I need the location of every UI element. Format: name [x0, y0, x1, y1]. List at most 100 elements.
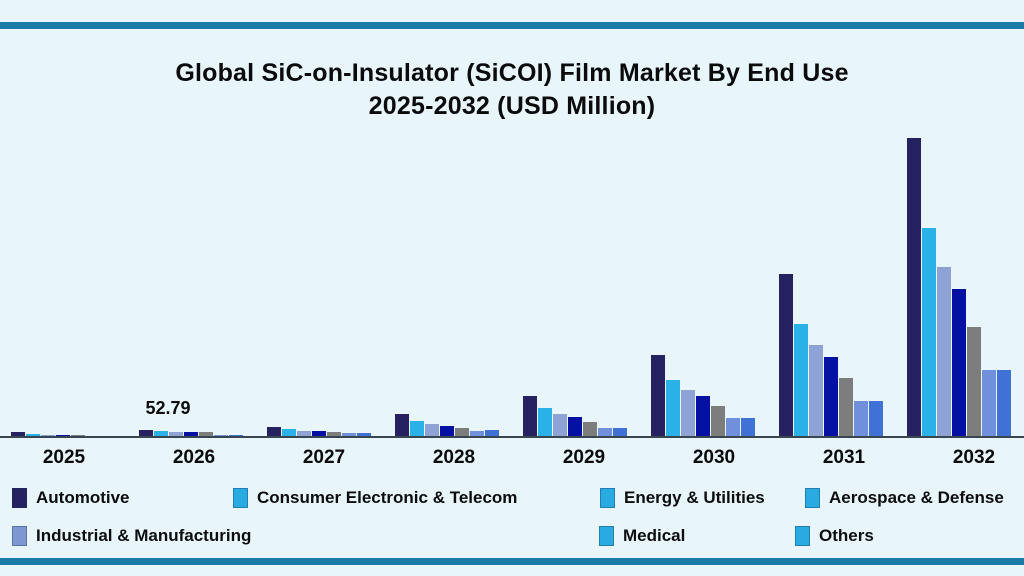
legend-item-medical: Medical: [599, 526, 685, 546]
bar-group-2025: [0, 0, 128, 436]
legend-item-others: Others: [795, 526, 874, 546]
legend-label-medical: Medical: [623, 526, 686, 545]
x-label-2027: 2027: [302, 447, 346, 468]
bar-aerospace-defense-2031: [824, 357, 838, 436]
legend-swatch-medical: [599, 526, 614, 546]
chart-title-line1: Global SiC-on-Insulator (SiCOI) Film Mar…: [175, 59, 849, 87]
bar-industrial-manufacturing-2029: [583, 422, 597, 436]
bar-aerospace-defense-2032: [952, 289, 966, 436]
x-label-2032: 2032: [952, 447, 996, 468]
bar-consumer-electronic-telecom-2025: [26, 434, 40, 436]
bar-chart: [0, 0, 1024, 436]
x-label-2031: 2031: [822, 447, 866, 468]
legend-label-aerospace-defense: Aerospace & Defense: [829, 488, 1004, 507]
bar-others-2028: [485, 430, 499, 436]
bar-others-2027: [357, 432, 371, 436]
bar-consumer-electronic-telecom-2031: [794, 324, 808, 436]
bar-others-2032: [997, 370, 1011, 436]
x-label-2030: 2030: [692, 447, 736, 468]
bar-consumer-electronic-telecom-2030: [666, 380, 680, 436]
bar-energy-utilities-2031: [809, 345, 823, 436]
bar-medical-2026: [214, 435, 228, 436]
x-label-2028: 2028: [432, 447, 476, 468]
bar-consumer-electronic-telecom-2032: [922, 228, 936, 436]
legend-item-industrial-manufacturing: Industrial & Manufacturing: [12, 526, 251, 546]
value-label-2026: 52.79: [145, 398, 191, 418]
bar-automotive-2029: [523, 396, 537, 436]
chart-title-line2: 2025-2032 (USD Million): [368, 92, 656, 120]
legend-swatch-consumer-electronic-telecom: [233, 488, 248, 508]
legend-swatch-industrial-manufacturing: [12, 526, 27, 546]
chart-title: Global SiC-on-Insulator (SiCOI) Film Mar…: [0, 57, 1024, 123]
legend-swatch-energy-utilities: [600, 488, 615, 508]
legend-label-energy-utilities: Energy & Utilities: [624, 488, 765, 507]
legend-item-consumer-electronic-telecom: Consumer Electronic & Telecom: [233, 488, 517, 508]
bar-group-2031: [768, 0, 896, 436]
bar-group-2032: [896, 0, 1024, 436]
legend-item-energy-utilities: Energy & Utilities: [600, 488, 765, 508]
bar-automotive-2032: [907, 138, 921, 436]
legend-label-others: Others: [819, 526, 874, 545]
bar-automotive-2027: [267, 427, 281, 436]
bar-consumer-electronic-telecom-2029: [538, 408, 552, 436]
bar-energy-utilities-2032: [937, 267, 951, 436]
bar-group-2028: [384, 0, 512, 436]
legend-swatch-automotive: [12, 488, 27, 508]
bar-aerospace-defense-2030: [696, 396, 710, 436]
legend-label-consumer-electronic-telecom: Consumer Electronic & Telecom: [257, 488, 518, 507]
bar-others-2029: [613, 428, 627, 436]
bar-others-2026: [229, 435, 243, 436]
bar-energy-utilities-2028: [425, 424, 439, 436]
bar-aerospace-defense-2025: [56, 435, 70, 436]
legend-label-industrial-manufacturing: Industrial & Manufacturing: [36, 526, 252, 545]
bar-energy-utilities-2025: [41, 435, 55, 436]
bar-medical-2032: [982, 370, 996, 436]
top-accent-stripe: [0, 22, 1024, 29]
bar-group-2030: [640, 0, 768, 436]
bar-medical-2025: [86, 435, 100, 436]
bar-industrial-manufacturing-2028: [455, 428, 469, 436]
bar-automotive-2031: [779, 274, 793, 436]
bar-automotive-2030: [651, 355, 665, 436]
x-label-2026: 2026: [172, 447, 216, 468]
bar-medical-2031: [854, 401, 868, 436]
bar-industrial-manufacturing-2030: [711, 406, 725, 436]
bar-group-2029: [512, 0, 640, 436]
bar-aerospace-defense-2027: [312, 431, 326, 436]
x-label-2025: 2025: [42, 447, 86, 468]
legend-item-automotive: Automotive: [12, 488, 130, 508]
bar-medical-2029: [598, 428, 612, 436]
bar-automotive-2025: [11, 432, 25, 436]
bar-others-2025: [101, 435, 115, 436]
bar-consumer-electronic-telecom-2026: [154, 431, 168, 436]
x-axis-line: [0, 436, 1024, 438]
bar-medical-2030: [726, 418, 740, 436]
legend-item-aerospace-defense: Aerospace & Defense: [805, 488, 1004, 508]
x-label-2029: 2029: [562, 447, 606, 468]
legend-swatch-others: [795, 526, 810, 546]
bar-others-2030: [741, 418, 755, 436]
bar-group-2027: [256, 0, 384, 436]
bar-energy-utilities-2027: [297, 430, 311, 436]
bar-consumer-electronic-telecom-2027: [282, 429, 296, 436]
bar-energy-utilities-2029: [553, 414, 567, 436]
bottom-accent-stripe: [0, 558, 1024, 565]
legend-label-automotive: Automotive: [36, 488, 130, 507]
bar-others-2031: [869, 401, 883, 436]
bar-medical-2027: [342, 432, 356, 436]
bar-energy-utilities-2026: [169, 431, 183, 436]
bar-group-2026: [128, 0, 256, 436]
bar-industrial-manufacturing-2025: [71, 435, 85, 436]
bar-aerospace-defense-2029: [568, 417, 582, 436]
bar-automotive-2028: [395, 414, 409, 436]
bar-industrial-manufacturing-2031: [839, 378, 853, 436]
bar-aerospace-defense-2026: [184, 431, 198, 436]
bar-industrial-manufacturing-2026: [199, 432, 213, 436]
bar-energy-utilities-2030: [681, 390, 695, 436]
bar-consumer-electronic-telecom-2028: [410, 421, 424, 436]
legend-swatch-aerospace-defense: [805, 488, 820, 508]
bar-industrial-manufacturing-2027: [327, 432, 341, 436]
bar-automotive-2026: [139, 430, 153, 436]
x-axis-labels: 2025 2026 2027 2028 2029 2030 2031 2032: [0, 447, 1024, 469]
